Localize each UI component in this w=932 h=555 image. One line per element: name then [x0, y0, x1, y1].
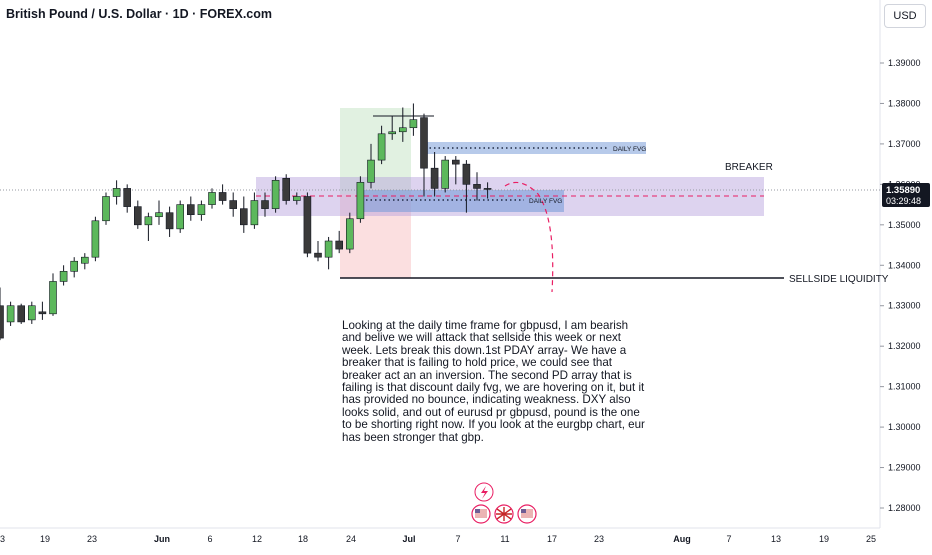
bullish-candle: [398, 127, 407, 133]
daily-fvg-upper-zone: [425, 142, 646, 154]
x-tick-label: 3: [0, 534, 5, 544]
x-tick-label: 6: [207, 534, 212, 544]
bullish-candle: [377, 133, 386, 161]
bullish-candle: [155, 212, 163, 218]
bearish-candle: [229, 200, 237, 209]
bullish-candle: [59, 271, 68, 282]
bullish-candle: [81, 256, 89, 264]
bullish-candle: [102, 196, 110, 222]
bearish-candle: [218, 192, 227, 201]
symbol-title: British Pound / U.S. Dollar · 1D · FOREX…: [6, 7, 272, 21]
bullish-candle: [208, 192, 216, 205]
x-tick-label: 13: [771, 534, 781, 544]
bearish-candle: [451, 159, 460, 165]
bearish-candle: [462, 163, 471, 185]
bearish-candle: [38, 311, 47, 315]
bullish-candle: [176, 204, 184, 230]
premium-range-box: [340, 108, 411, 194]
daily-fvg-lower-label: DAILY FVG: [529, 198, 562, 205]
y-tick-label: 1.38000: [888, 98, 921, 108]
y-tick-label: 1.31000: [888, 382, 921, 392]
x-tick-label: 19: [819, 534, 829, 544]
y-tick-label: 1.29000: [888, 463, 921, 473]
projection-path: [504, 181, 554, 293]
bearish-candle: [420, 117, 428, 169]
bearish-candle: [240, 208, 248, 226]
bullish-candle: [250, 200, 259, 226]
x-tick-label: 19: [40, 534, 50, 544]
x-tick-label: Aug: [673, 534, 691, 544]
x-tick-label: 23: [594, 534, 604, 544]
bullish-candle: [345, 218, 354, 250]
currency-selector[interactable]: USD: [884, 4, 926, 28]
x-tick-label: 18: [298, 534, 308, 544]
y-tick-label: 1.37000: [888, 139, 921, 149]
bullish-candle: [91, 220, 100, 258]
bearish-candle: [430, 167, 439, 189]
bearish-candle: [0, 305, 4, 339]
x-tick-label: 7: [726, 534, 731, 544]
bullish-candle: [197, 204, 206, 216]
bullish-candle: [367, 159, 375, 183]
bullish-candle: [6, 305, 15, 323]
x-tick-label: Jul: [402, 534, 415, 544]
bullish-candle: [70, 260, 78, 272]
x-tick-label: 11: [500, 534, 509, 544]
bullish-candle: [292, 196, 301, 201]
bearish-candle: [303, 196, 312, 254]
bearish-candle: [473, 184, 481, 189]
daily-fvg-upper-label: DAILY FVG: [613, 146, 646, 153]
bullish-candle: [388, 131, 397, 135]
current-price-value: 1.35890: [886, 185, 920, 196]
sellside-liquidity-label: SELLSIDE LIQUIDITY: [789, 274, 889, 285]
y-tick-label: 1.34000: [888, 260, 921, 270]
x-tick-label: 17: [547, 534, 557, 544]
current-price-tag: [882, 183, 930, 207]
bullish-candle: [409, 119, 418, 129]
price-axis[interactable]: 1.28000 1.29000 1.30000 1.31000 1.32000 1.330…: [880, 58, 921, 513]
y-tick-label: 1.35000: [888, 220, 921, 230]
y-tick-label: 1.33000: [888, 301, 921, 311]
x-tick-label: 23: [87, 534, 97, 544]
bearish-candle: [335, 240, 344, 250]
x-tick-label: 7: [455, 534, 460, 544]
bearish-candle: [17, 305, 26, 323]
bearish-candle: [282, 177, 291, 201]
bullish-candle: [441, 159, 450, 189]
bearish-candle: [187, 204, 195, 216]
bearish-candle: [134, 206, 142, 226]
bullish-candle: [112, 188, 121, 197]
bearish-candle: [483, 188, 492, 190]
x-tick-label: 24: [346, 534, 356, 544]
time-axis[interactable]: 3 19 23 Jun 6 12 18 24 Jul 7 11 17 23 Aug 7 13 19 25: [0, 534, 876, 544]
bearish-candle: [123, 188, 131, 207]
y-tick-label: 1.28000: [888, 503, 921, 513]
bullish-candle: [144, 216, 153, 226]
bullish-candle: [49, 281, 57, 315]
x-tick-label: 25: [866, 534, 876, 544]
y-tick-label: 1.30000: [888, 422, 921, 432]
x-tick-label: Jun: [154, 534, 170, 544]
y-tick-label: 1.39000: [888, 58, 921, 68]
bearish-candle: [314, 252, 322, 258]
breaker-label: BREAKER: [725, 162, 773, 173]
y-tick-label: 1.32000: [888, 341, 921, 351]
candles-layer: [0, 103, 492, 341]
bar-countdown: 03:29:48: [886, 196, 921, 206]
bullish-candle: [27, 305, 36, 321]
bullish-candle: [324, 240, 333, 258]
bearish-candle: [261, 200, 269, 209]
x-tick-label: 12: [252, 534, 262, 544]
bullish-candle: [356, 182, 365, 220]
bearish-candle: [165, 212, 174, 230]
analysis-note: Looking at the daily time frame for gbpu…: [342, 319, 645, 444]
bullish-candle: [271, 180, 280, 209]
